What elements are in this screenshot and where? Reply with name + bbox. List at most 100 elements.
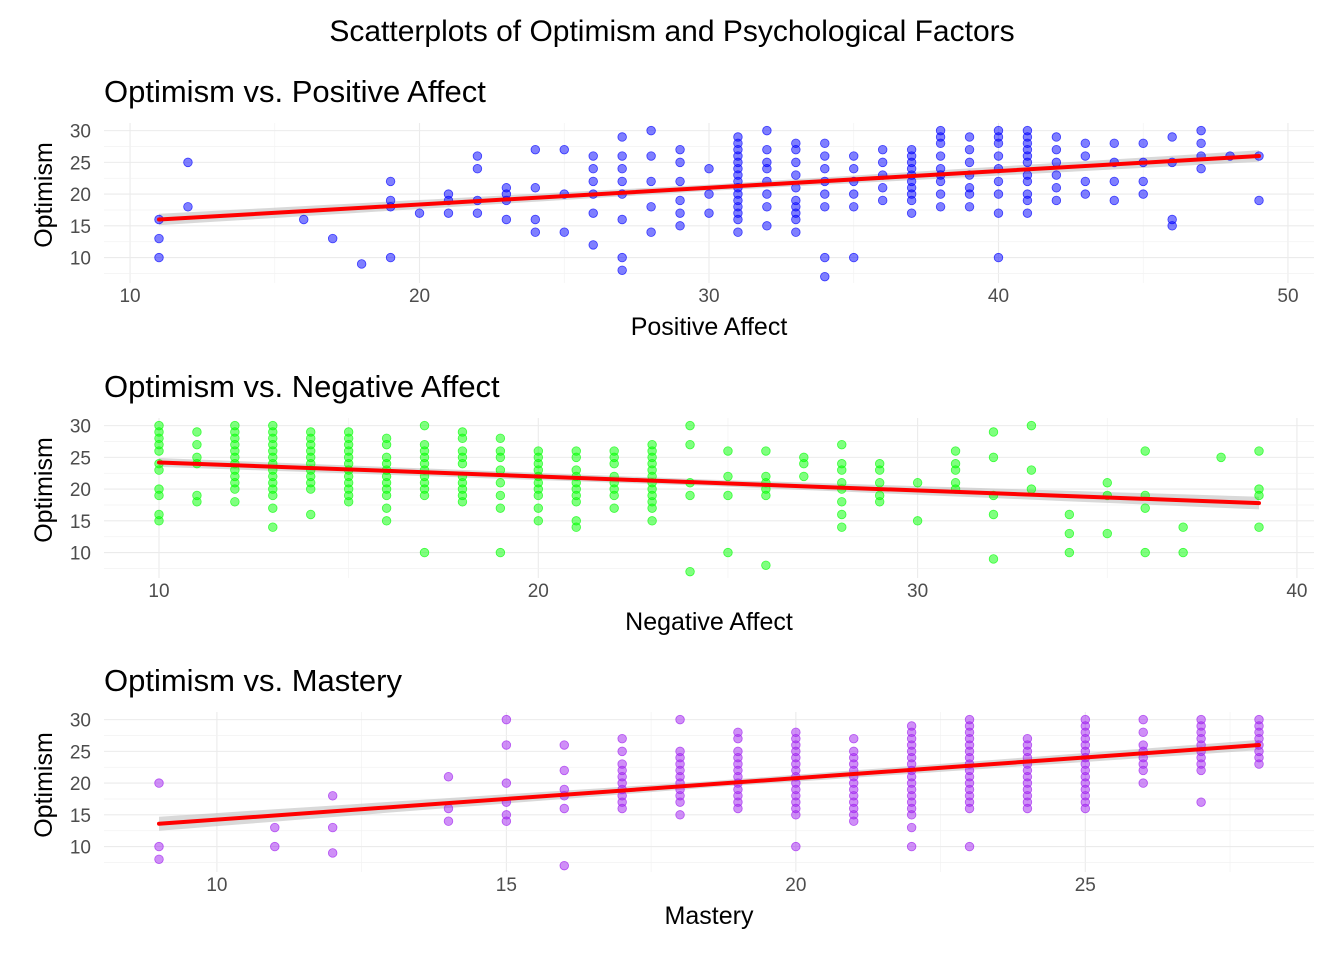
data-point [617, 151, 627, 161]
data-point [1102, 528, 1112, 539]
data-point [791, 170, 801, 180]
data-point [675, 208, 685, 218]
data-point [356, 259, 367, 269]
data-point [935, 138, 946, 149]
data-point [988, 509, 999, 520]
data-point [799, 459, 809, 469]
panel-title: Optimism vs. Negative Affect [104, 369, 500, 404]
x-tick-label: 15 [496, 875, 517, 896]
data-point [762, 125, 772, 136]
data-point [501, 214, 512, 225]
data-point [877, 144, 888, 155]
data-point [501, 816, 512, 826]
data-point [559, 803, 569, 814]
y-tick-label: 30 [70, 711, 91, 732]
data-point [501, 740, 512, 750]
data-point [906, 810, 917, 820]
x-tick-label: 50 [1277, 286, 1298, 307]
data-point [988, 452, 999, 463]
data-point [837, 509, 847, 520]
data-point [762, 202, 772, 212]
x-tick-label: 10 [119, 286, 140, 307]
data-point [1022, 803, 1033, 814]
data-point [192, 427, 202, 437]
data-point [993, 252, 1004, 263]
data-point [559, 227, 569, 237]
data-point [964, 202, 975, 212]
data-point [1254, 522, 1264, 532]
data-point [609, 503, 619, 513]
data-point [733, 214, 743, 225]
data-point [530, 214, 541, 225]
data-point [1026, 465, 1037, 475]
y-tick-label: 20 [70, 774, 91, 795]
x-tick-label: 20 [785, 875, 806, 896]
data-point [675, 176, 685, 187]
panel-positive-affect: Optimism vs. Positive Affect 10 20 30 40 501… [30, 74, 1314, 341]
data-point [704, 208, 714, 218]
data-point [1196, 164, 1206, 174]
data-point [385, 252, 396, 263]
data-point [675, 714, 685, 725]
data-point [1196, 765, 1206, 776]
tick-labels: 10 20 30 40 50 10 15 20 25 30 [70, 122, 1299, 307]
data-point [1178, 522, 1188, 532]
data-point [874, 465, 885, 475]
data-point [327, 791, 338, 801]
data-point [849, 164, 859, 174]
data-point [501, 778, 512, 788]
data-point [849, 202, 859, 212]
data-point [327, 822, 338, 833]
data-point [849, 733, 859, 744]
panel-negative-affect: Optimism vs. Negative Affect 10 20 30 40101… [30, 369, 1314, 636]
data-point [820, 202, 830, 212]
data-point [183, 202, 193, 212]
data-point [964, 132, 975, 142]
data-point [988, 427, 999, 437]
data-point [457, 459, 468, 469]
data-point [906, 208, 917, 218]
data-point [1196, 125, 1206, 136]
data-point [381, 490, 392, 501]
data-point [1254, 195, 1264, 206]
y-tick-label: 15 [70, 217, 91, 238]
x-axis-title: Mastery [665, 902, 754, 930]
regression-line-layer [157, 154, 1261, 222]
data-point [501, 714, 512, 725]
data-point [381, 516, 392, 526]
panel-title: Optimism vs. Positive Affect [104, 74, 486, 109]
data-point [906, 841, 917, 852]
data-point [268, 522, 278, 532]
data-point [306, 509, 316, 520]
data-point [912, 478, 923, 488]
data-point [414, 208, 425, 218]
data-point [495, 478, 506, 488]
data-point [154, 252, 164, 263]
data-point [877, 195, 888, 206]
data-point [906, 195, 917, 206]
data-point [723, 471, 733, 482]
data-point [675, 221, 685, 231]
data-point [385, 176, 396, 187]
data-point [588, 240, 598, 250]
data-point [1140, 446, 1150, 456]
data-point [646, 176, 656, 187]
data-point [443, 816, 454, 826]
data-point [609, 459, 619, 469]
data-point [571, 497, 581, 507]
data-point [762, 164, 772, 174]
data-point [950, 465, 961, 475]
data-point [192, 439, 202, 450]
data-point [571, 522, 581, 532]
data-point [381, 503, 392, 513]
x-tick-label: 10 [206, 875, 227, 896]
regression-line [157, 460, 1261, 506]
data-point [443, 803, 454, 814]
data-point [1196, 138, 1206, 149]
y-axis-title: Optimism [30, 142, 58, 248]
data-point [495, 490, 506, 501]
data-point [154, 841, 164, 852]
y-axis-title: Optimism [30, 732, 58, 838]
data-point [791, 144, 801, 155]
data-point [1138, 727, 1148, 738]
